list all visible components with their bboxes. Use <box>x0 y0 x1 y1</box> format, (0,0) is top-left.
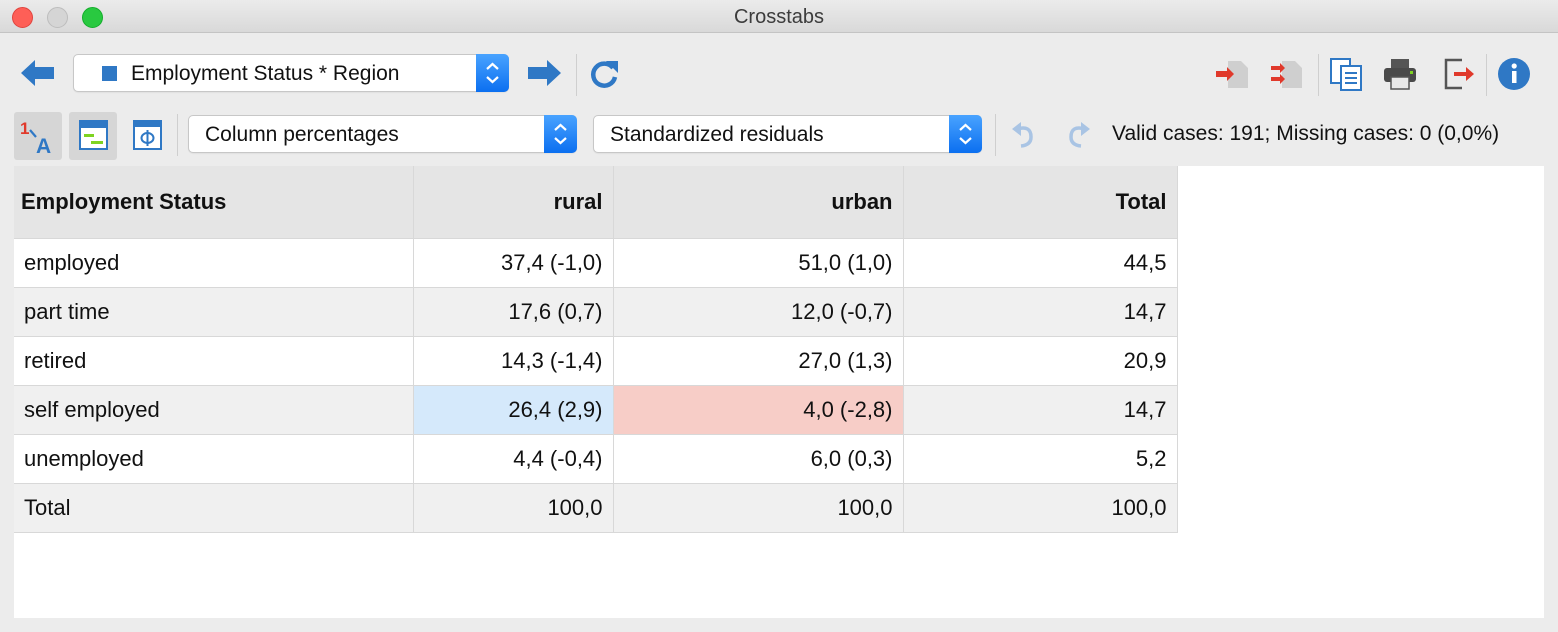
residual-select[interactable]: Standardized residuals <box>593 115 982 153</box>
toolbar-separator <box>1318 54 1319 96</box>
residual-select-label: Standardized residuals <box>610 123 824 146</box>
print-icon[interactable] <box>1382 56 1418 92</box>
table-row: part time 17,6 (0,7) 12,0 (-0,7) 14,7 <box>14 286 1178 337</box>
copy-icon[interactable] <box>1328 56 1364 92</box>
phi-statistics-icon[interactable] <box>124 112 172 160</box>
table-cell: 100,0 <box>902 482 1178 533</box>
table-row: employed 37,4 (-1,0) 51,0 (1,0) 44,5 <box>14 237 1178 288</box>
table-row: self employed 26,4 (2,9) 4,0 (-2,8) 14,7 <box>14 384 1178 435</box>
toolbar-separator <box>1486 54 1487 96</box>
row-label: self employed <box>14 384 414 435</box>
svg-text:1: 1 <box>20 119 29 138</box>
display-mode-select[interactable]: Column percentages <box>188 115 577 153</box>
value-labels-toggle[interactable]: 1 A <box>14 112 62 160</box>
table-row: unemployed 4,4 (-0,4) 6,0 (0,3) 5,2 <box>14 433 1178 484</box>
table-cell: 20,9 <box>902 335 1178 386</box>
case-count-status: Valid cases: 191; Missing cases: 0 (0,0%… <box>1112 122 1500 145</box>
redo-icon[interactable] <box>1062 118 1094 150</box>
table-cell: 14,7 <box>902 286 1178 337</box>
back-arrow-icon[interactable] <box>20 58 56 88</box>
table-cell: 12,0 (-0,7) <box>612 286 904 337</box>
table-select-label: Employment Status * Region <box>131 62 400 85</box>
positive-residual-cell: 26,4 (2,9) <box>412 384 614 435</box>
results-panel: Employment Status rural urban Total empl… <box>14 166 1544 618</box>
residual-select-stepper[interactable] <box>949 115 982 153</box>
zoom-window-button[interactable] <box>82 7 103 28</box>
variable-square-icon <box>102 66 117 81</box>
value-labels-icon: 1 A <box>20 119 51 158</box>
table-row: retired 14,3 (-1,4) 27,0 (1,3) 20,9 <box>14 335 1178 386</box>
row-label: retired <box>14 335 414 386</box>
table-cell: 51,0 (1,0) <box>612 237 904 288</box>
toolbar-separator <box>177 114 178 156</box>
table-cell: 14,3 (-1,4) <box>412 335 614 386</box>
table-cell: 5,2 <box>902 433 1178 484</box>
table-select-stepper[interactable] <box>476 54 509 92</box>
window-title: Crosstabs <box>733 6 825 28</box>
table-highlight-icon <box>79 120 108 150</box>
row-label: employed <box>14 237 414 288</box>
negative-residual-cell: 4,0 (-2,8) <box>612 384 904 435</box>
table-cell: 44,5 <box>902 237 1178 288</box>
table-cell: 27,0 (1,3) <box>612 335 904 386</box>
display-mode-stepper[interactable] <box>544 115 577 153</box>
undo-icon[interactable] <box>1008 118 1040 150</box>
row-label: Total <box>14 482 414 533</box>
title-bar: Crosstabs <box>0 0 1558 33</box>
minimize-window-button[interactable] <box>47 7 68 28</box>
display-mode-label: Column percentages <box>205 123 399 146</box>
column-header[interactable]: urban <box>612 166 904 239</box>
highlight-toggle[interactable] <box>69 112 117 160</box>
table-cell: 100,0 <box>612 482 904 533</box>
column-header[interactable]: rural <box>412 166 614 239</box>
column-header[interactable]: Employment Status <box>14 166 414 239</box>
table-cell: 4,4 (-0,4) <box>412 433 614 484</box>
row-label: unemployed <box>14 433 414 484</box>
forward-arrow-icon[interactable] <box>526 58 562 88</box>
import-icon[interactable] <box>1214 56 1250 92</box>
table-select[interactable]: Employment Status * Region <box>73 54 509 92</box>
column-header[interactable]: Total <box>902 166 1178 239</box>
info-icon[interactable] <box>1496 56 1532 92</box>
toolbar-separator <box>995 114 996 156</box>
table-cell: 14,7 <box>902 384 1178 435</box>
table-cell: 37,4 (-1,0) <box>412 237 614 288</box>
import-all-icon[interactable] <box>1268 56 1304 92</box>
row-label: part time <box>14 286 414 337</box>
export-icon[interactable] <box>1440 56 1476 92</box>
table-row: Total 100,0 100,0 100,0 <box>14 482 1178 533</box>
table-cell: 6,0 (0,3) <box>612 433 904 484</box>
refresh-icon[interactable] <box>586 56 622 92</box>
table-cell: 17,6 (0,7) <box>412 286 614 337</box>
crosstab-table: Employment Status rural urban Total empl… <box>14 166 1178 533</box>
close-window-button[interactable] <box>12 7 33 28</box>
svg-text:A: A <box>36 135 51 158</box>
table-header-row: Employment Status rural urban Total <box>14 166 1178 239</box>
table-cell: 100,0 <box>412 482 614 533</box>
toolbar-separator <box>576 54 577 96</box>
